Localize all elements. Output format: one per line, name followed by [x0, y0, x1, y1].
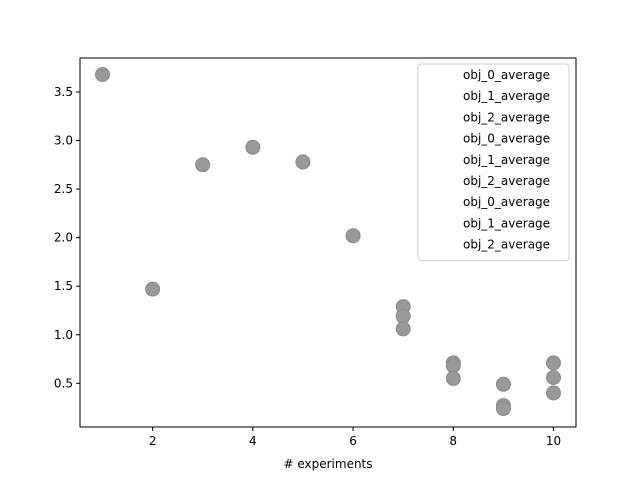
- y-tick-label: 3.5: [54, 85, 73, 99]
- data-point-7: [395, 308, 411, 324]
- data-point-15: [546, 355, 561, 371]
- plot-frame: [79, 57, 577, 428]
- legend-entry: obj_2_average: [463, 174, 550, 188]
- data-point-12: [495, 376, 511, 392]
- data-point-1: [145, 281, 161, 297]
- y-tick-label: 1.0: [54, 328, 73, 342]
- legend-entry: obj_1_average: [463, 216, 550, 230]
- data-point-2: [195, 157, 211, 173]
- legend-entry: obj_0_average: [463, 132, 550, 146]
- legend-entry: obj_2_average: [463, 110, 550, 124]
- x-tick-label: 8: [449, 434, 457, 448]
- x-tick-label: 4: [249, 434, 257, 448]
- data-point-3: [245, 139, 261, 155]
- data-point-14: [495, 401, 511, 417]
- y-tick-label: 3.0: [54, 134, 73, 148]
- legend-entry: obj_1_average: [463, 89, 550, 103]
- data-point-10: [445, 358, 461, 374]
- data-point-17: [546, 385, 561, 401]
- x-axis-label: # experiments: [283, 457, 372, 471]
- legend-box: [417, 63, 570, 262]
- data-point-0: [95, 67, 110, 82]
- data-point-4: [295, 154, 311, 170]
- y-tick-label: 0.5: [54, 376, 73, 390]
- legend: obj_0_averageobj_1_averageobj_2_averageo…: [417, 63, 570, 262]
- legend-entry: obj_0_average: [463, 195, 550, 209]
- x-axis-ticks: 2 4 6 8 10: [149, 427, 561, 448]
- legend-entry: obj_0_average: [463, 68, 550, 82]
- legend-entry: obj_1_average: [463, 153, 550, 167]
- legend-entry: obj_2_average: [463, 238, 550, 252]
- x-tick-label: 6: [349, 434, 357, 448]
- y-tick-label: 1.5: [54, 279, 73, 293]
- data-point-11: [445, 370, 461, 386]
- data-point-8: [395, 321, 411, 337]
- y-axis-ticks: 0.5 1.0 1.5 2.0 2.5 3.0 3.5: [54, 85, 80, 390]
- y-tick-label: 2.5: [54, 182, 73, 196]
- x-tick-label: 10: [546, 434, 561, 448]
- x-tick-label: 2: [149, 434, 157, 448]
- data-points: [95, 67, 561, 417]
- data-point-5: [345, 228, 361, 244]
- y-tick-label: 2.0: [54, 231, 73, 245]
- data-point-16: [546, 370, 561, 385]
